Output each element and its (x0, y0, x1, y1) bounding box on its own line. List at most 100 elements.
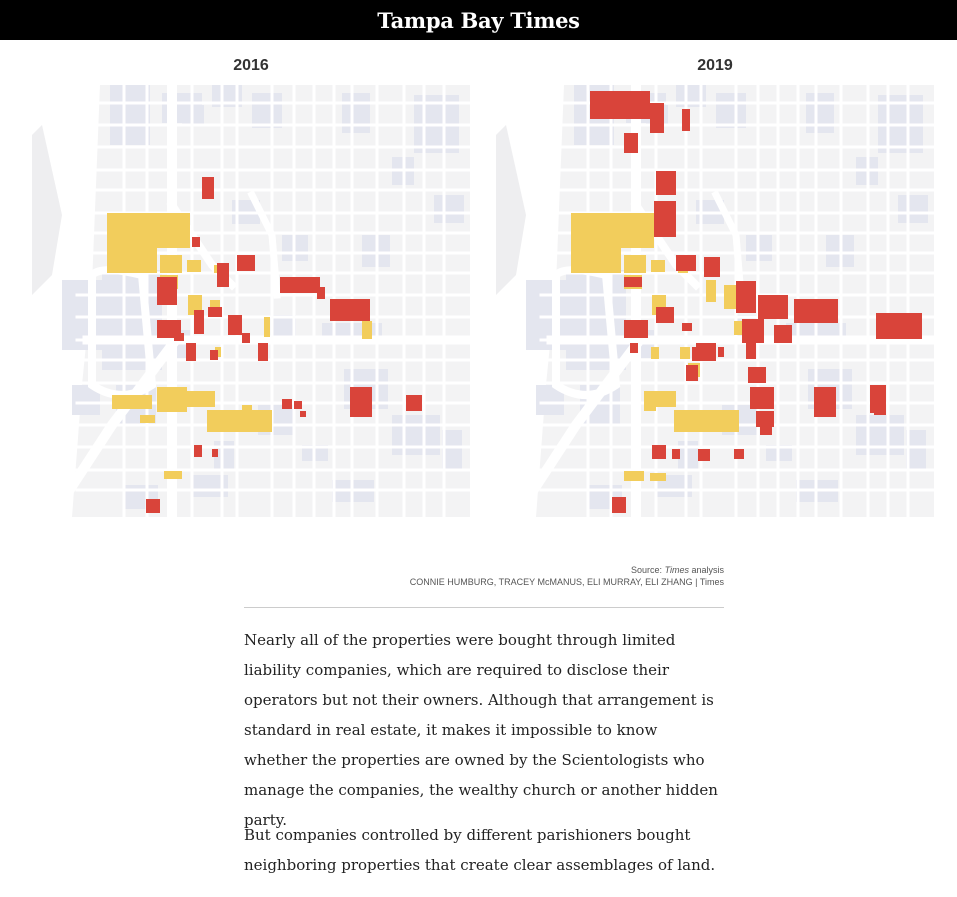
parcel-red (794, 299, 838, 323)
parcel-yellow (654, 391, 676, 407)
parcel-yellow (107, 248, 157, 273)
parcel-red (692, 347, 706, 361)
map-2016 (32, 85, 470, 517)
parcel-red (258, 343, 268, 361)
parcel-red (814, 387, 836, 417)
parcel-red (736, 281, 756, 313)
parcel-red (282, 399, 292, 409)
parcel-yellow (362, 321, 372, 339)
parcel-red (718, 347, 724, 357)
byline: CONNIE HUMBURG, TRACEY McMANUS, ELI MURR… (409, 577, 724, 587)
parcel-red (186, 343, 196, 361)
parcel-red (210, 350, 218, 360)
parcel-red (756, 411, 774, 427)
parcel-red (624, 133, 638, 153)
parcel-red (672, 449, 680, 459)
highway (510, 338, 643, 517)
map-shoreline (32, 125, 62, 295)
source-suffix: analysis (688, 565, 724, 575)
building-footprint (856, 415, 904, 455)
parcel-red (300, 411, 306, 417)
parcel-yellow (157, 387, 187, 412)
parcel-yellow (112, 395, 152, 409)
interchange-loop (88, 266, 157, 399)
building-footprint (272, 315, 296, 339)
parcel-red (760, 425, 772, 435)
source-line: Source: Times analysis (244, 564, 724, 576)
parcel-yellow (706, 280, 716, 302)
interchange-loop (552, 266, 621, 399)
parcel-yellow (182, 213, 190, 248)
parcel-yellow (164, 471, 182, 479)
parcel-red (624, 320, 648, 338)
parcel-red (330, 299, 350, 321)
parcel-yellow (644, 391, 656, 411)
building-footprint (392, 415, 440, 455)
parcel-red (656, 307, 674, 323)
parcel-red (317, 287, 325, 299)
parcel-red (698, 449, 710, 461)
parcel-yellow (651, 347, 659, 359)
parcel-yellow (571, 213, 646, 248)
parcel-red (280, 277, 320, 293)
parcel-yellow (624, 471, 644, 481)
parcel-yellow (187, 391, 215, 407)
parcel-red (202, 177, 214, 199)
parcel-yellow (650, 473, 666, 481)
parcel-red (874, 405, 886, 415)
parcel-yellow (674, 410, 739, 432)
source-prefix: Source: (631, 565, 665, 575)
credits: Source: Times analysis CONNIE HUMBURG, T… (244, 564, 724, 588)
parcel-yellow (207, 410, 272, 432)
parcel-red (734, 449, 744, 459)
parcel-red (208, 307, 222, 317)
parcel-yellow (571, 248, 621, 273)
map-2016-graphic (32, 85, 470, 517)
building-footprint (806, 93, 834, 133)
parcel-red (748, 367, 766, 383)
parcel-red (174, 333, 184, 341)
paragraph-1: Nearly all of the properties were bought… (244, 631, 718, 829)
parcel-yellow (187, 260, 201, 272)
parcel-red (746, 343, 756, 359)
parcel-red (682, 323, 692, 331)
parcel-yellow (734, 321, 744, 335)
parcel-yellow (210, 300, 220, 310)
parcel-yellow (680, 347, 690, 359)
parcel-red (350, 387, 372, 417)
parcel-red (157, 277, 177, 305)
map-2019 (496, 85, 934, 517)
parcel-yellow (140, 415, 155, 423)
parcel-yellow (624, 255, 646, 273)
parcel-red (294, 401, 302, 409)
divider (244, 607, 724, 608)
parcel-red (630, 343, 638, 353)
map-shoreline (496, 125, 526, 295)
building-footprint (898, 195, 928, 223)
building-footprint (434, 195, 464, 223)
parcel-yellow (242, 405, 252, 413)
parcel-red (686, 365, 698, 381)
parcel-red (194, 310, 204, 334)
highway-ramp (711, 190, 745, 299)
parcel-red (217, 263, 229, 287)
parcel-red (242, 333, 250, 343)
parcel-red (624, 277, 642, 287)
parcel-red (750, 387, 774, 409)
building-footprint (906, 430, 926, 470)
parcel-red (676, 255, 696, 271)
road-network (46, 85, 470, 517)
parcel-red (656, 171, 676, 195)
masthead-logo[interactable]: Tampa Bay Times (377, 7, 580, 33)
parcel-red (654, 201, 676, 237)
parcel-yellow (107, 213, 182, 248)
building-footprint (716, 93, 746, 128)
building-footprint (110, 85, 150, 145)
highway-ramp (247, 190, 281, 299)
parcel-red (590, 91, 650, 119)
parcel-red (212, 449, 218, 457)
parcel-red (704, 257, 720, 277)
parcel-red (876, 313, 922, 339)
building-footprint (252, 93, 282, 128)
parcel-red (758, 295, 788, 319)
